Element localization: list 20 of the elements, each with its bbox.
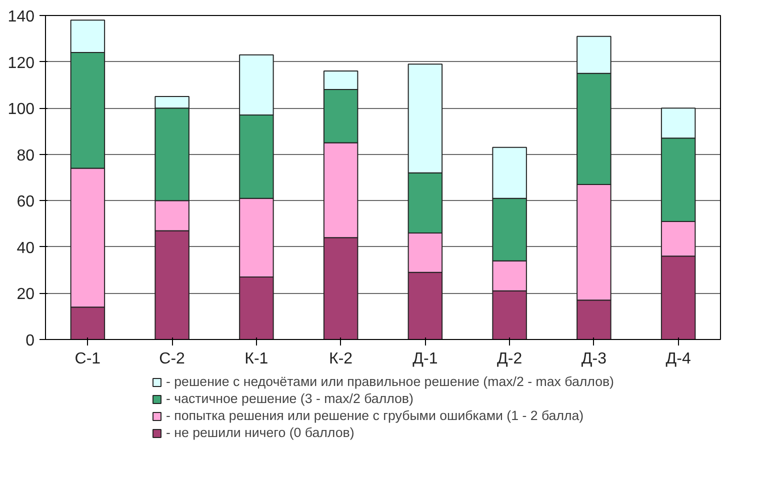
x-tick-label: С-1 [74,350,101,368]
y-tick-label: 80 [16,147,35,164]
x-tick-label: К-2 [329,350,353,368]
y-tick-label: 100 [8,101,35,118]
y-tick-label: 0 [26,332,35,350]
x-tick-label: Д-1 [412,350,438,368]
legend-label: - не решили ничего (0 баллов) [166,425,354,440]
legend-label: - решение с недочётами или правильное решение (max/2 - max баллов) [166,374,614,389]
x-tick-label: С-2 [159,350,186,368]
y-tick-label: 40 [16,240,35,257]
y-tick-label: 20 [16,286,35,304]
y-tick-label: 60 [16,194,35,211]
x-tick-label: Д-4 [666,350,691,368]
legend-label: - частичное решение (3 - max/2 баллов) [166,391,414,406]
x-tick-label: Д-3 [581,350,607,368]
x-tick-label: К-1 [244,350,268,368]
y-tick-label: 140 [8,8,35,26]
x-tick-label: Д-2 [497,350,522,368]
legend-label: - попытка решения или решение с грубыми ошибками (1 - 2 балла) [166,408,584,423]
y-tick-label: 120 [8,54,35,72]
